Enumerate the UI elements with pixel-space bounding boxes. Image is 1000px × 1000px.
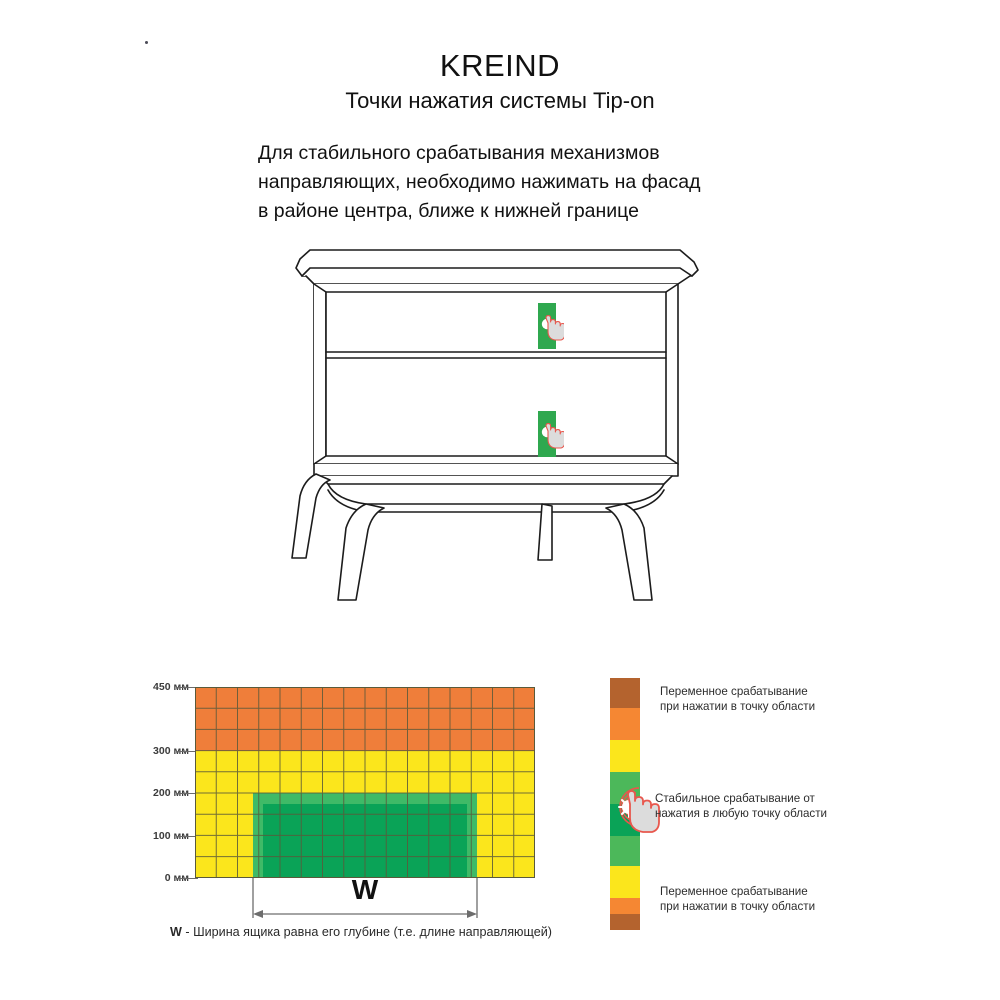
press-point-upper-drawer[interactable] (538, 303, 564, 349)
width-caption-prefix: W (170, 925, 182, 939)
legend-segment-2 (610, 740, 640, 772)
width-dimension-arrow (252, 870, 478, 918)
ytick-line-100 (176, 836, 198, 837)
width-dimension: W (195, 870, 535, 926)
legend-entry-line1: Переменное срабатывание (660, 685, 808, 698)
intro-line-1: Для стабильного срабатывания механизмов (258, 142, 660, 164)
legend-segment-0 (610, 678, 640, 708)
heatmap-border (195, 687, 535, 878)
legend-entry-line2: нажатия в любую точку области (655, 807, 828, 820)
legend-segment-7 (610, 898, 640, 914)
intro-line-3: в районе центра, ближе к нижней границе (258, 200, 639, 222)
brand-title: KREIND (439, 48, 561, 83)
ytick-line-200 (176, 793, 198, 794)
ytick-line-300 (176, 751, 198, 752)
ytick-line-450 (176, 687, 198, 688)
legend-entry-variable-bottom: Переменное срабатывание при нажатии в то… (660, 884, 815, 914)
legend: Переменное срабатывание при нажатии в то… (600, 678, 930, 936)
ytick-label-100: 100 мм (153, 830, 189, 842)
ytick-line-0 (176, 878, 198, 879)
legend-entry-variable-top: Переменное срабатывание при нажатии в то… (660, 684, 815, 714)
heatmap-gridlines (195, 687, 535, 878)
width-caption: W - Ширина ящика равна его глубине (т.е.… (170, 925, 570, 939)
legend-entry-line2: при нажатии в точку области (660, 900, 816, 913)
heatmap-plot-area (195, 687, 535, 878)
legend-entry-line1: Переменное срабатывание (660, 885, 808, 898)
stray-dot-artifact (145, 41, 148, 44)
legend-entry-line1: Стабильное срабатывание от (655, 792, 815, 805)
press-zone-heatmap: 450 мм 300 мм 200 мм 100 мм 0 мм (140, 670, 560, 960)
legend-segment-8 (610, 914, 640, 930)
intro-line-2: направляющих, необходимо нажимать на фас… (258, 171, 701, 193)
press-point-lower-drawer[interactable] (538, 411, 564, 457)
legend-entry-stable: Стабильное срабатывание от нажатия в люб… (655, 791, 827, 821)
legend-segment-5 (610, 836, 640, 866)
intro-paragraph: Для стабильного срабатывания механизмов … (258, 139, 778, 226)
nightstand-illustration (280, 228, 710, 608)
legend-entry-line2: при нажатии в точку области (660, 700, 816, 713)
ytick-label-300: 300 мм (153, 745, 189, 757)
width-caption-text: - Ширина ящика равна его глубине (т.е. д… (181, 925, 552, 939)
hand-press-ripple-icon (606, 778, 668, 840)
width-dimension-label: W (351, 874, 379, 905)
ytick-label-200: 200 мм (153, 787, 189, 799)
legend-segment-1 (610, 708, 640, 740)
page-subtitle: Точки нажатия системы Tip-on (345, 88, 655, 113)
ytick-label-450: 450 мм (153, 681, 189, 693)
legend-segment-6 (610, 866, 640, 898)
